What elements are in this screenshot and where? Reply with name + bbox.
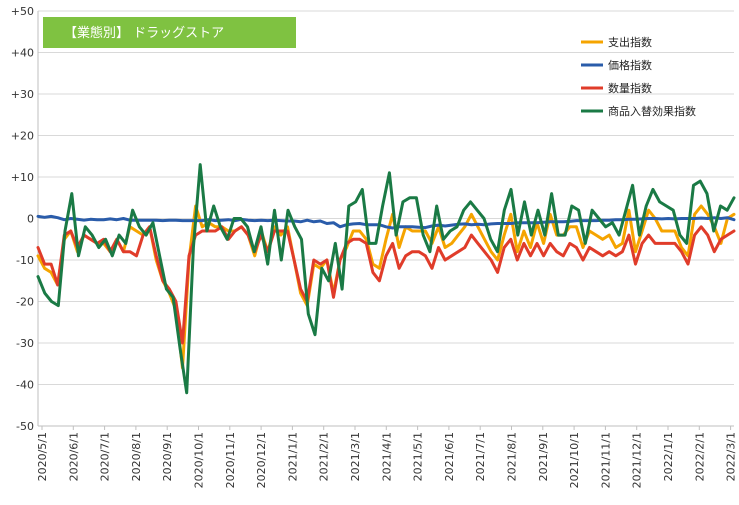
x-tick-label: 2021/9/1 bbox=[537, 432, 550, 481]
chart-title-box: 【業態別】 ドラッグストア bbox=[43, 17, 296, 48]
x-axis-ticks: 2020/5/1 2020/6/1 2020/7/1 2020/8/1 2020/9/1… bbox=[36, 426, 738, 488]
x-tick-label: 2020/7/1 bbox=[99, 432, 112, 481]
x-tick-label: 2021/2/1 bbox=[318, 432, 331, 481]
x-tick-label: 2021/6/1 bbox=[443, 432, 456, 481]
x-tick-label: 2020/10/1 bbox=[193, 432, 206, 488]
x-tick-label: 2020/12/1 bbox=[255, 432, 268, 488]
y-tick-label: +30 bbox=[11, 88, 34, 101]
y-tick-label: +50 bbox=[11, 5, 34, 18]
y-tick-label: +10 bbox=[11, 171, 34, 184]
legend-label: 数量指数 bbox=[608, 81, 652, 95]
x-tick-label: 2020/6/1 bbox=[67, 432, 80, 481]
y-tick-label: +20 bbox=[11, 130, 34, 143]
x-tick-label: 2020/11/1 bbox=[224, 432, 237, 488]
series-line-3 bbox=[36, 163, 736, 395]
y-tick-label: +40 bbox=[11, 47, 34, 60]
y-tick-label: -10 bbox=[16, 254, 34, 267]
x-tick-label: 2022/1/1 bbox=[662, 432, 675, 481]
series-line-2 bbox=[36, 225, 736, 345]
x-tick-label: 2021/3/1 bbox=[349, 432, 362, 481]
x-tick-label: 2020/9/1 bbox=[161, 432, 174, 481]
chart-title-background bbox=[43, 17, 296, 48]
chart-title: 【業態別】 ドラッグストア bbox=[64, 25, 224, 41]
x-tick-label: 2021/7/1 bbox=[474, 432, 487, 481]
x-tick-label: 2021/11/1 bbox=[599, 432, 612, 488]
x-tick-label: 2021/4/1 bbox=[380, 432, 393, 481]
x-tick-label: 2022/3/1 bbox=[725, 432, 738, 481]
y-tick-label: -40 bbox=[16, 379, 34, 392]
y-tick-label: -50 bbox=[16, 420, 34, 433]
legend-label: 支出指数 bbox=[608, 35, 652, 49]
series-lines bbox=[36, 163, 736, 395]
series-line-1 bbox=[36, 214, 736, 230]
y-tick-label: -30 bbox=[16, 337, 34, 350]
legend-label: 商品入替効果指数 bbox=[608, 104, 696, 118]
y-axis-ticks: +50 +40 +30 +20 +10 0 -10 -20 -30 -40 -50 bbox=[11, 5, 34, 433]
x-tick-label: 2020/8/1 bbox=[130, 432, 143, 481]
x-tick-label: 2021/12/1 bbox=[631, 432, 644, 488]
x-tick-label: 2021/5/1 bbox=[412, 432, 425, 481]
x-tick-label: 2021/1/1 bbox=[286, 432, 299, 481]
x-tick-label: 2020/5/1 bbox=[36, 432, 49, 481]
x-tick-label: 2022/2/1 bbox=[693, 432, 706, 481]
legend-label: 価格指数 bbox=[608, 58, 652, 72]
y-tick-label: -20 bbox=[16, 296, 34, 309]
x-tick-label: 2021/10/1 bbox=[568, 432, 581, 488]
x-tick-label: 2021/8/1 bbox=[506, 432, 519, 481]
y-tick-label: 0 bbox=[27, 213, 34, 226]
